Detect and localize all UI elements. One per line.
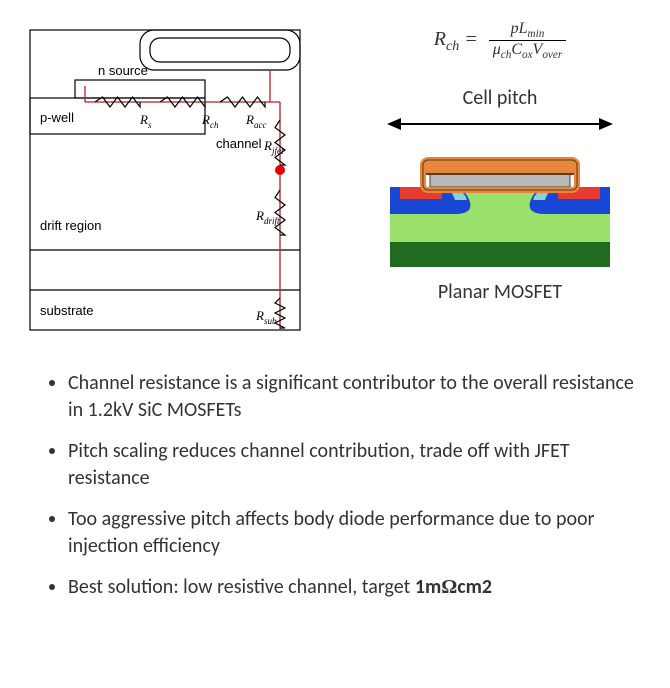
bullet-list: Channel resistance is a significant cont… bbox=[20, 370, 650, 601]
svg-text:Rch: Rch bbox=[201, 112, 219, 130]
svg-text:Rdrift: Rdrift bbox=[255, 208, 280, 226]
svg-text:Rjfet: Rjfet bbox=[263, 138, 284, 156]
svg-text:drift region: drift region bbox=[40, 218, 101, 233]
bullet-item: Channel resistance is a significant cont… bbox=[68, 370, 650, 424]
bullet-item: Pitch scaling reduces channel contributi… bbox=[68, 438, 650, 492]
mosfet-cross-section-diagram: Rs Rch Racc Rjfet Rdrift Rsub n source p-well ch… bbox=[20, 20, 310, 340]
rch-equation: Rch = pLmin μchCoxVover bbox=[434, 20, 566, 61]
bullet-item: Best solution: low resistive channel, ta… bbox=[68, 574, 650, 601]
svg-text:Rsub: Rsub bbox=[255, 308, 277, 326]
svg-text:Rs: Rs bbox=[139, 112, 152, 130]
planar-mosfet-caption: Planar MOSFET bbox=[438, 280, 562, 304]
cell-pitch-arrow bbox=[385, 114, 615, 134]
svg-text:n source: n source bbox=[98, 63, 148, 78]
cell-pitch-label: Cell pitch bbox=[463, 86, 538, 110]
svg-text:Racc: Racc bbox=[245, 112, 266, 130]
planar-mosfet-diagram bbox=[385, 142, 615, 272]
svg-text:p-well: p-well bbox=[40, 110, 74, 125]
svg-text:substrate: substrate bbox=[40, 303, 93, 318]
bullet-item: Too aggressive pitch affects body diode … bbox=[68, 506, 650, 560]
svg-text:channel: channel bbox=[216, 136, 262, 151]
